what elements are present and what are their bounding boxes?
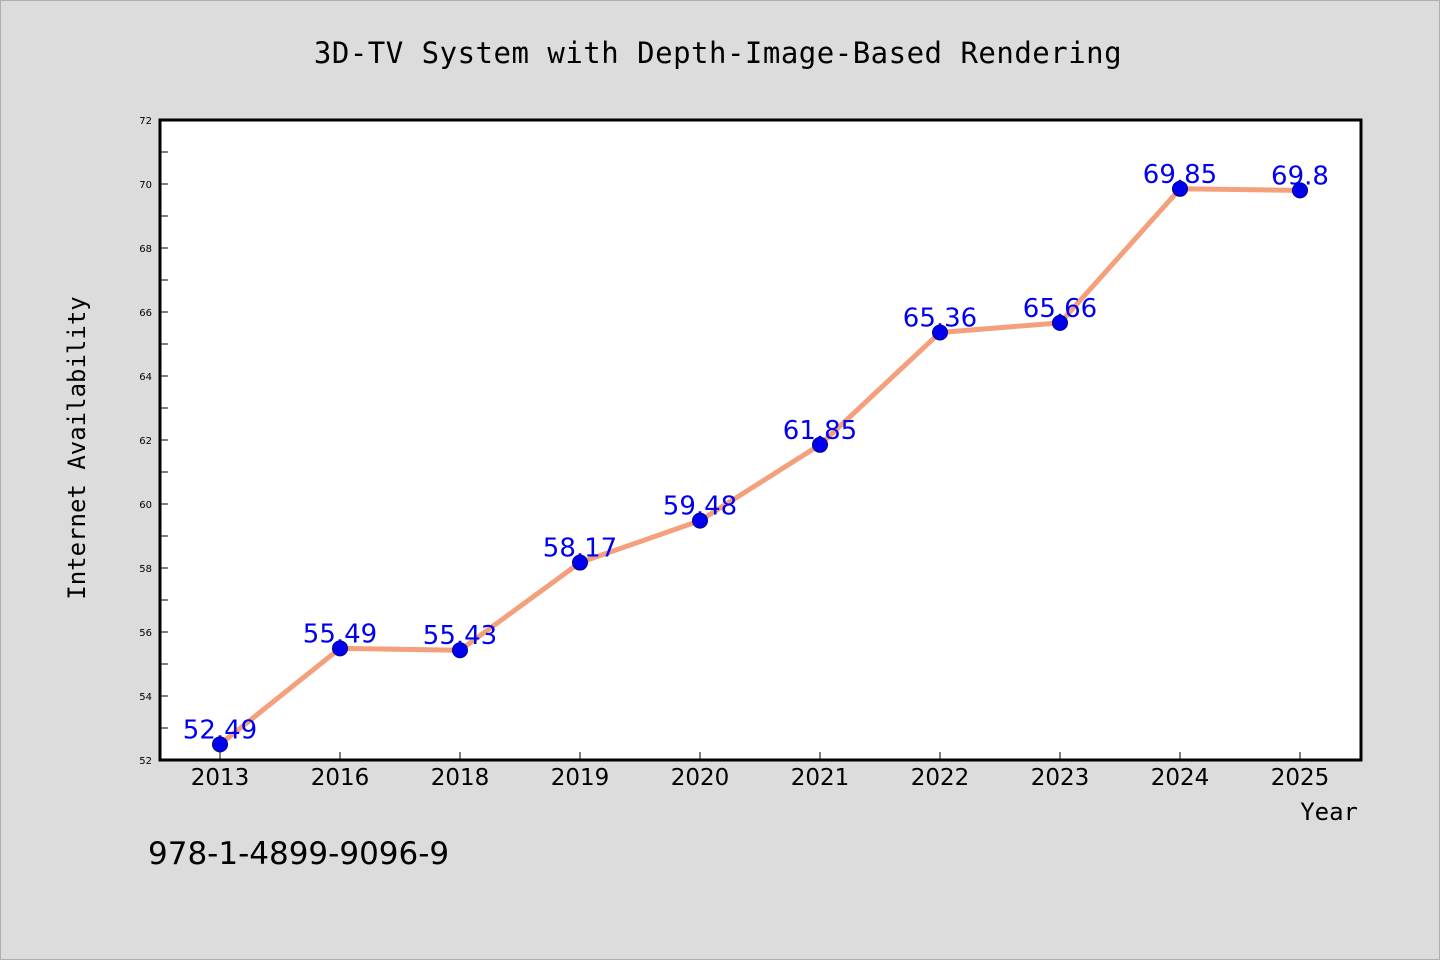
y-axis: 52 54 56 58 60 62 64 66 68 70 72 (139, 116, 168, 767)
data-point (212, 736, 228, 753)
data-label: 65.66 (1023, 294, 1097, 324)
y-tick-label: 58 (139, 564, 152, 575)
y-tick-label: 64 (139, 372, 152, 383)
data-point (452, 642, 468, 659)
data-label: 52.49 (183, 715, 257, 745)
data-label: 59.48 (663, 492, 737, 522)
y-axis-label: Internet Availability (63, 296, 91, 599)
x-tick-label: 2022 (911, 765, 970, 791)
y-tick-label: 60 (139, 500, 152, 511)
y-tick-label: 70 (139, 180, 152, 191)
y-tick-label: 54 (139, 692, 152, 703)
data-point (572, 554, 588, 571)
data-label: 55.49 (303, 619, 377, 649)
data-point (1052, 314, 1068, 331)
data-labels: 52.49 55.49 55.43 58.17 59.48 61.85 65.36 65.66… (183, 160, 1329, 746)
x-tick-label: 2019 (551, 765, 610, 791)
data-label: 58.17 (543, 534, 617, 564)
x-tick-label: 2020 (671, 765, 730, 791)
y-tick-label: 56 (139, 628, 152, 639)
data-label: 65.36 (903, 303, 977, 333)
data-markers (212, 180, 1308, 753)
data-point (692, 512, 708, 529)
data-label: 61.85 (783, 416, 857, 446)
y-tick-label: 68 (139, 244, 152, 255)
data-point (1172, 180, 1188, 197)
data-point (812, 436, 828, 453)
data-point (1292, 182, 1308, 199)
x-tick-label: 2023 (1031, 765, 1090, 791)
x-tick-label: 2016 (311, 765, 370, 791)
y-tick-label: 66 (139, 308, 152, 319)
series-line-group (217, 186, 1303, 747)
data-label: 69.8 (1271, 161, 1329, 191)
x-tick-label: 2024 (1151, 765, 1210, 791)
chart-title: 3D-TV System with Depth-Image-Based Rend… (314, 36, 1122, 70)
data-label: 69.85 (1143, 160, 1217, 190)
footnote-isbn: 978-1-4899-9096-9 (148, 836, 449, 872)
data-point (332, 640, 348, 657)
data-label: 55.43 (423, 621, 497, 651)
x-tick-label: 2021 (791, 765, 850, 791)
data-point (932, 324, 948, 341)
plot-area (158, 118, 1363, 762)
y-tick-label: 72 (139, 116, 152, 127)
x-tick-label: 2025 (1271, 765, 1330, 791)
x-tick-label: 2013 (191, 765, 250, 791)
x-tick-label: 2018 (431, 765, 490, 791)
y-tick-label: 62 (139, 436, 152, 447)
series-line (217, 186, 1303, 747)
x-axis-label: Year (1300, 798, 1358, 826)
y-tick-label: 52 (139, 756, 152, 767)
x-axis: 2013 2016 2018 2019 2020 2021 2022 2023 2024 2025 (191, 752, 1330, 791)
